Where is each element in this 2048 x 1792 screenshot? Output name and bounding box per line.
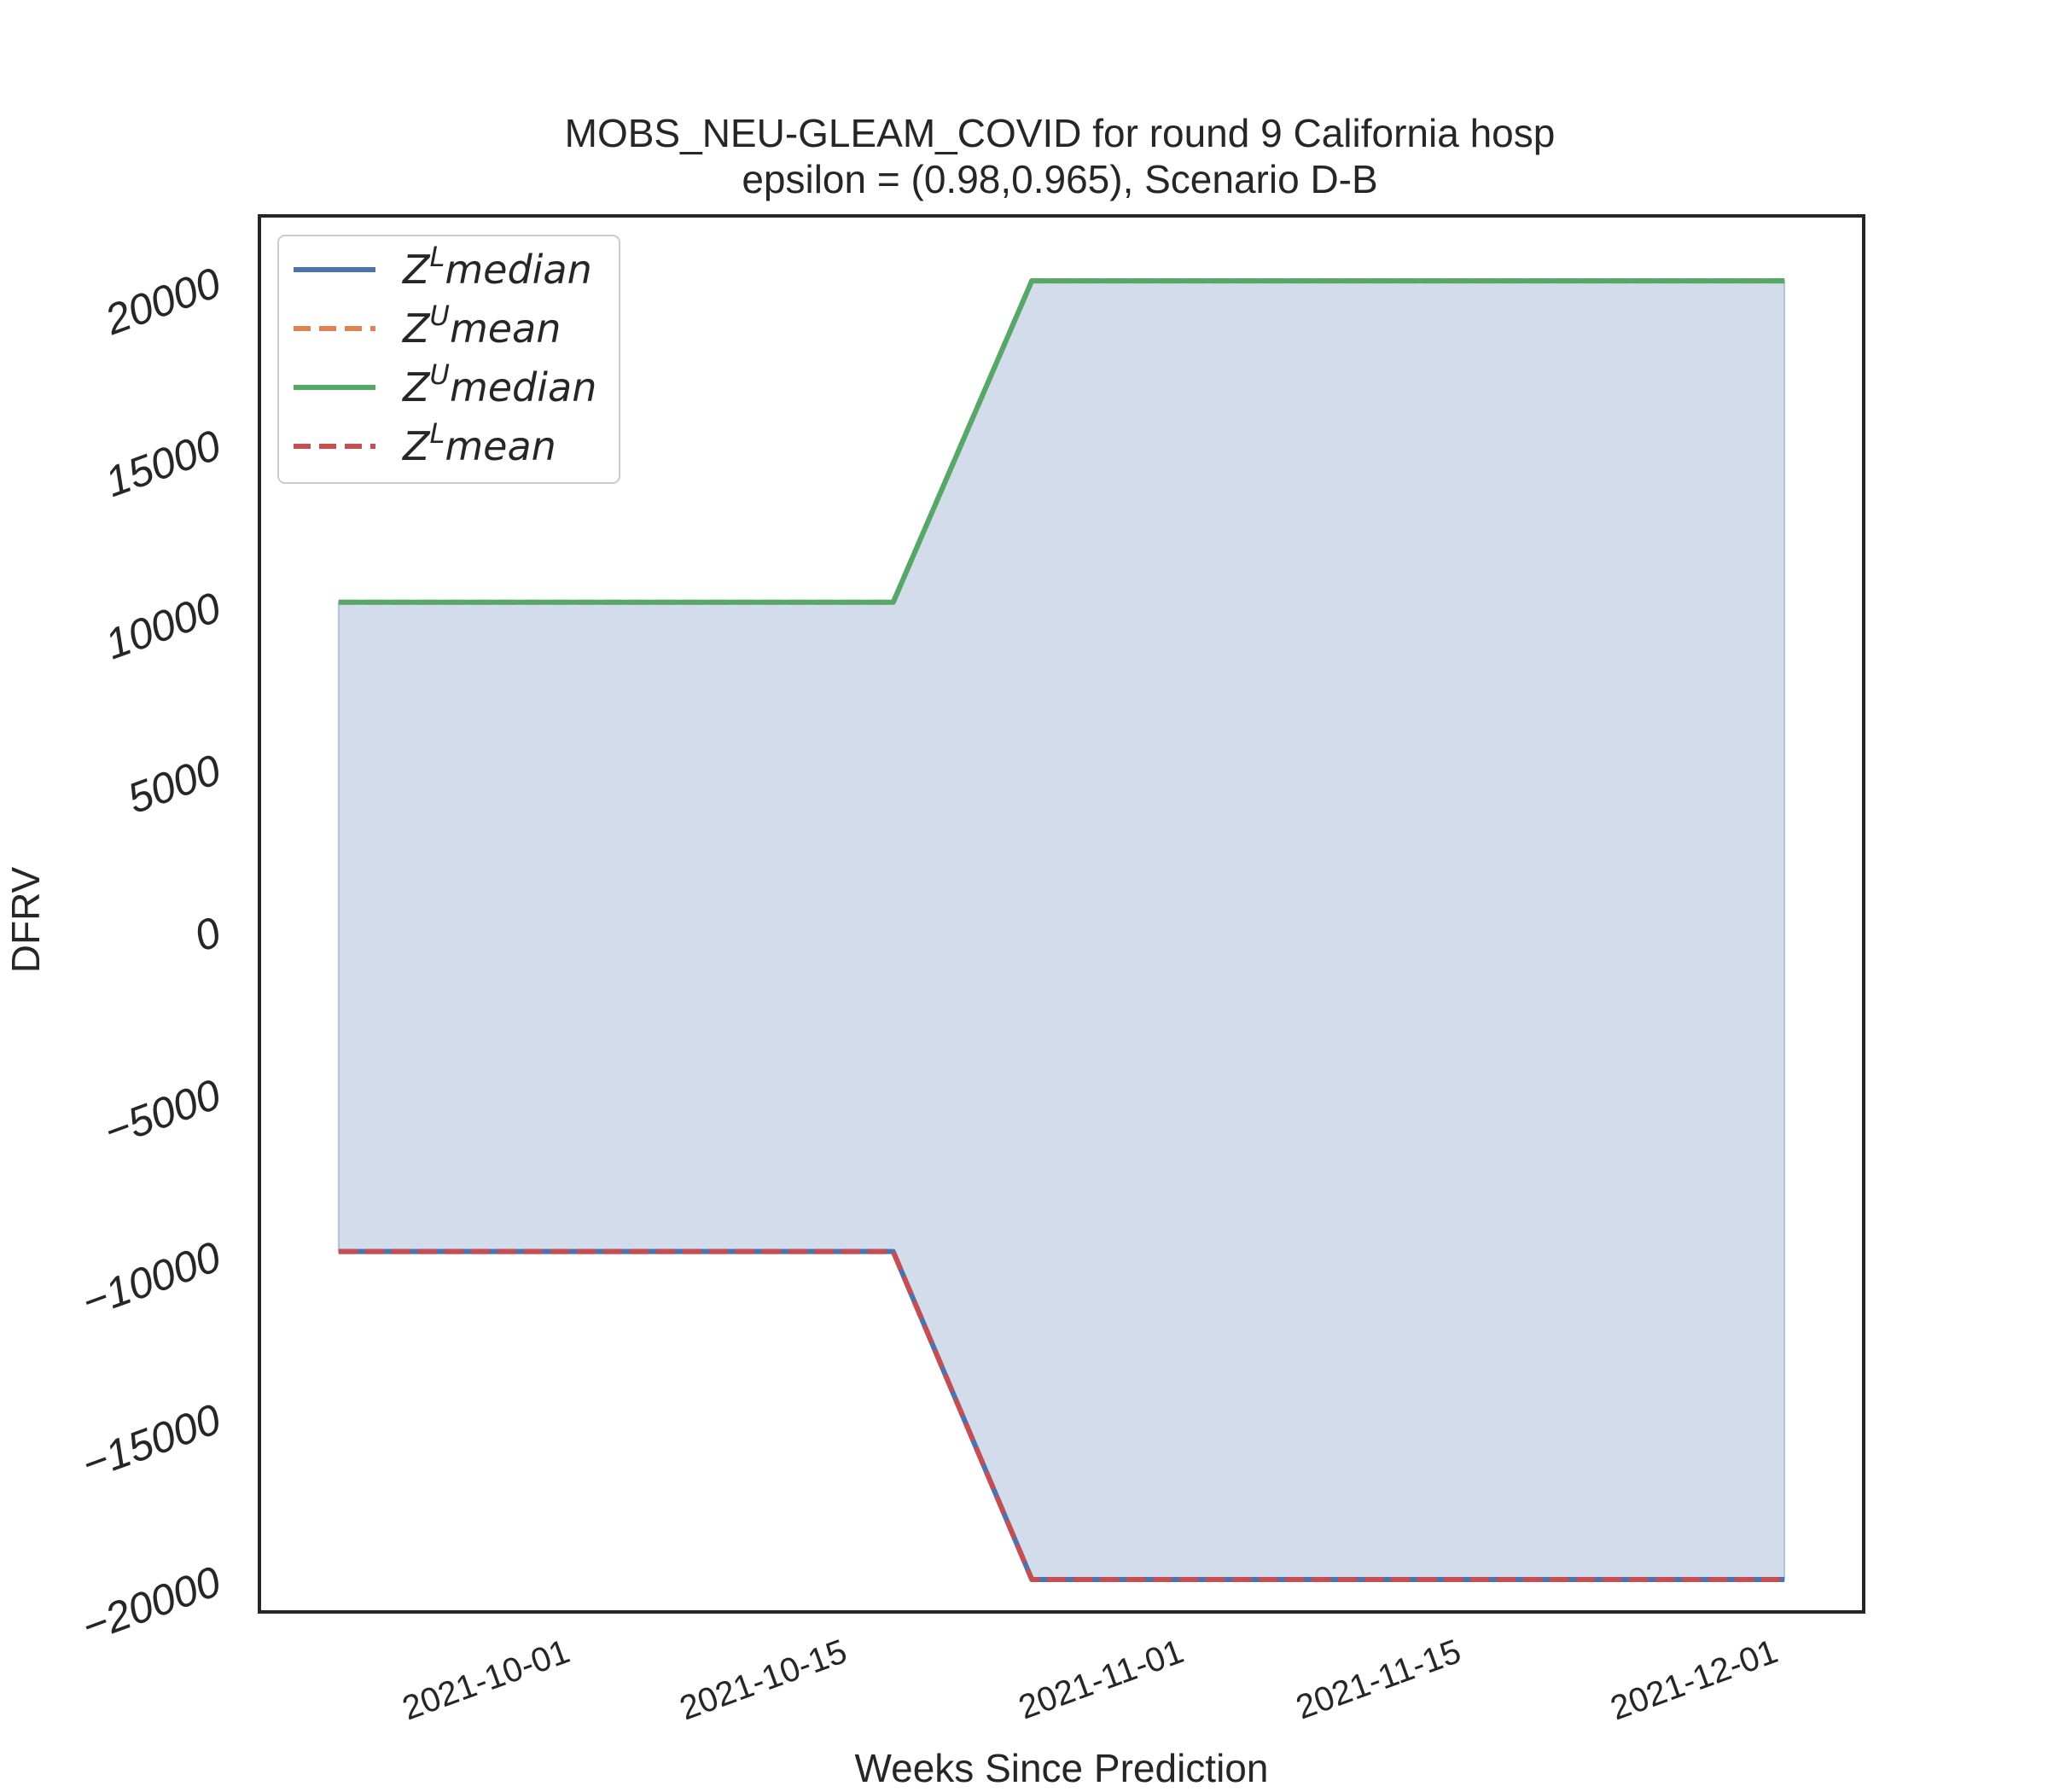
legend: ZLmedian ZUmean ZUmedian ZLmean xyxy=(277,235,620,484)
series-line-zu-median xyxy=(338,278,1785,605)
y-tick-label: −10000 xyxy=(76,1232,227,1326)
series-layer xyxy=(338,278,1785,1582)
chart-subtitle: epsilon = (0.98,0.965), Scenario D-B xyxy=(742,157,1377,201)
x-tick-label: 2021-10-01 xyxy=(398,1632,574,1727)
y-tick-label: 15000 xyxy=(99,421,227,506)
x-tick-label: 2021-11-01 xyxy=(1014,1632,1189,1726)
y-tick-label: −20000 xyxy=(76,1557,227,1651)
x-tick-label: 2021-10-15 xyxy=(675,1632,852,1727)
y-tick-label: 10000 xyxy=(99,583,227,668)
y-tick-label: 20000 xyxy=(98,259,227,345)
y-tick-label: −15000 xyxy=(76,1394,227,1488)
chart-title: MOBS_NEU-GLEAM_COVID for round 9 Califor… xyxy=(565,111,1556,155)
x-tick-label: 2021-11-15 xyxy=(1291,1632,1466,1726)
x-axis-label: Weeks Since Prediction xyxy=(855,1746,1269,1790)
legend-box xyxy=(277,235,620,484)
legend-entry-label: ZUmean xyxy=(401,300,561,352)
x-tick-labels: 2021-10-01 2021-10-15 2021-11-01 2021-11-15… xyxy=(398,1632,1783,1727)
legend-entry-label: ZLmean xyxy=(401,417,556,469)
y-tick-label: −5000 xyxy=(98,1070,227,1156)
y-tick-labels: −20000 −15000 −10000 −5000 0 5000 10000 15000 20… xyxy=(76,259,227,1651)
series-line-zl-mean xyxy=(338,1248,1785,1582)
y-tick-label: 5000 xyxy=(121,745,227,823)
y-axis-label: DFRV xyxy=(3,866,48,973)
y-tick-label: 0 xyxy=(188,908,226,961)
plot-frame xyxy=(258,214,1865,1614)
legend-entry-label: ZUmedian xyxy=(401,358,596,410)
legend-entry-label: ZLmedian xyxy=(401,241,592,293)
x-tick-label: 2021-12-01 xyxy=(1606,1632,1783,1727)
